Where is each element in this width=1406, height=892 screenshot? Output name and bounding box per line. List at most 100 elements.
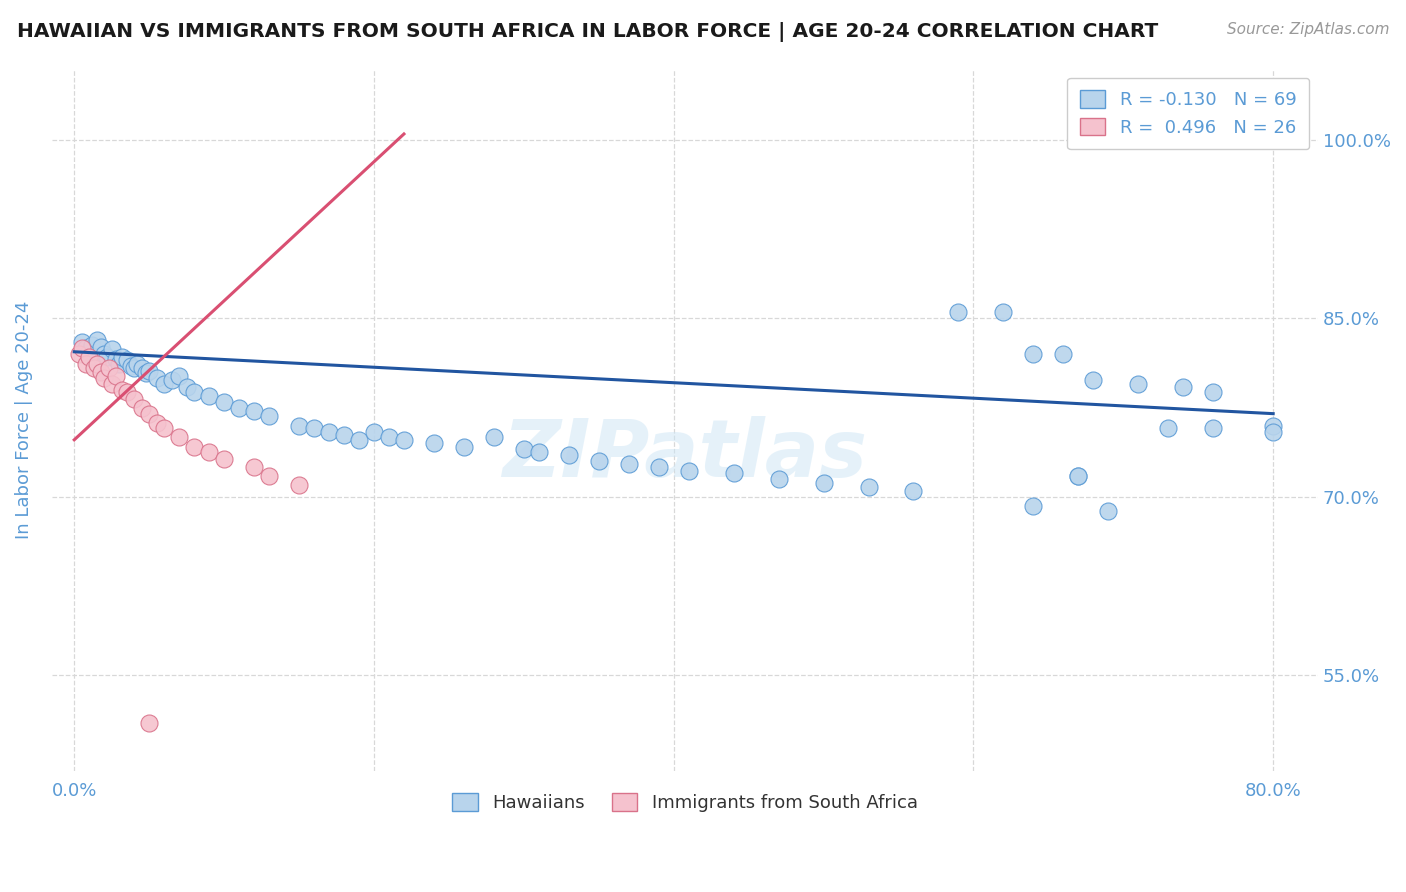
- Point: [70, 335, 93, 350]
- Point: [105, 351, 128, 366]
- Point: [1202, 385, 1225, 400]
- Point: [1067, 468, 1090, 483]
- Point: [115, 353, 138, 368]
- Point: [1052, 347, 1074, 361]
- Text: ZIPatlas: ZIPatlas: [502, 416, 868, 493]
- Point: [723, 466, 745, 480]
- Point: [482, 430, 505, 444]
- Point: [75, 341, 97, 355]
- Point: [138, 716, 160, 731]
- Point: [160, 373, 183, 387]
- Point: [257, 409, 280, 423]
- Point: [617, 457, 640, 471]
- Point: [1083, 373, 1105, 387]
- Point: [1022, 347, 1045, 361]
- Point: [75, 357, 97, 371]
- Point: [1022, 500, 1045, 514]
- Point: [120, 359, 142, 373]
- Point: [131, 361, 153, 376]
- Legend: Hawaiians, Immigrants from South Africa: Hawaiians, Immigrants from South Africa: [440, 780, 931, 825]
- Point: [198, 389, 221, 403]
- Point: [243, 404, 266, 418]
- Point: [363, 425, 385, 439]
- Point: [1097, 504, 1119, 518]
- Point: [111, 383, 134, 397]
- Point: [138, 407, 160, 421]
- Point: [302, 421, 325, 435]
- Point: [93, 347, 115, 361]
- Point: [153, 421, 176, 435]
- Point: [768, 472, 790, 486]
- Point: [678, 464, 700, 478]
- Point: [243, 460, 266, 475]
- Point: [212, 394, 235, 409]
- Point: [90, 365, 112, 379]
- Point: [108, 357, 131, 371]
- Point: [333, 428, 356, 442]
- Point: [212, 451, 235, 466]
- Point: [1202, 421, 1225, 435]
- Point: [138, 364, 160, 378]
- Point: [122, 392, 145, 407]
- Point: [318, 425, 340, 439]
- Point: [288, 418, 311, 433]
- Point: [105, 368, 128, 383]
- Text: Source: ZipAtlas.com: Source: ZipAtlas.com: [1226, 22, 1389, 37]
- Point: [198, 444, 221, 458]
- Point: [183, 440, 205, 454]
- Point: [96, 350, 118, 364]
- Point: [858, 480, 880, 494]
- Point: [257, 468, 280, 483]
- Point: [100, 376, 122, 391]
- Point: [100, 343, 122, 357]
- Point: [948, 305, 970, 319]
- Point: [1263, 425, 1285, 439]
- Point: [111, 350, 134, 364]
- Point: [90, 340, 112, 354]
- Point: [453, 440, 475, 454]
- Point: [127, 357, 149, 371]
- Point: [135, 366, 157, 380]
- Point: [1067, 468, 1090, 483]
- Point: [558, 448, 581, 462]
- Point: [1173, 380, 1195, 394]
- Point: [93, 371, 115, 385]
- Point: [392, 433, 415, 447]
- Point: [423, 436, 446, 450]
- Point: [131, 401, 153, 415]
- Point: [1263, 418, 1285, 433]
- Point: [83, 361, 105, 376]
- Point: [527, 444, 550, 458]
- Point: [347, 433, 370, 447]
- Point: [77, 344, 100, 359]
- Point: [145, 371, 167, 385]
- Point: [86, 357, 108, 371]
- Point: [813, 475, 835, 490]
- Point: [588, 454, 610, 468]
- Point: [993, 305, 1015, 319]
- Point: [648, 460, 671, 475]
- Point: [97, 361, 120, 376]
- Point: [228, 401, 250, 415]
- Point: [86, 333, 108, 347]
- Point: [378, 430, 401, 444]
- Point: [70, 341, 93, 355]
- Point: [288, 478, 311, 492]
- Point: [77, 350, 100, 364]
- Point: [1157, 421, 1180, 435]
- Point: [903, 483, 925, 498]
- Point: [1128, 376, 1150, 391]
- Point: [167, 368, 190, 383]
- Text: HAWAIIAN VS IMMIGRANTS FROM SOUTH AFRICA IN LABOR FORCE | AGE 20-24 CORRELATION : HAWAIIAN VS IMMIGRANTS FROM SOUTH AFRICA…: [17, 22, 1159, 42]
- Point: [183, 385, 205, 400]
- Point: [145, 416, 167, 430]
- Point: [122, 361, 145, 376]
- Point: [153, 376, 176, 391]
- Y-axis label: In Labor Force | Age 20-24: In Labor Force | Age 20-24: [15, 301, 32, 539]
- Point: [513, 442, 536, 457]
- Point: [176, 380, 198, 394]
- Point: [82, 337, 104, 351]
- Point: [115, 385, 138, 400]
- Point: [167, 430, 190, 444]
- Point: [67, 347, 90, 361]
